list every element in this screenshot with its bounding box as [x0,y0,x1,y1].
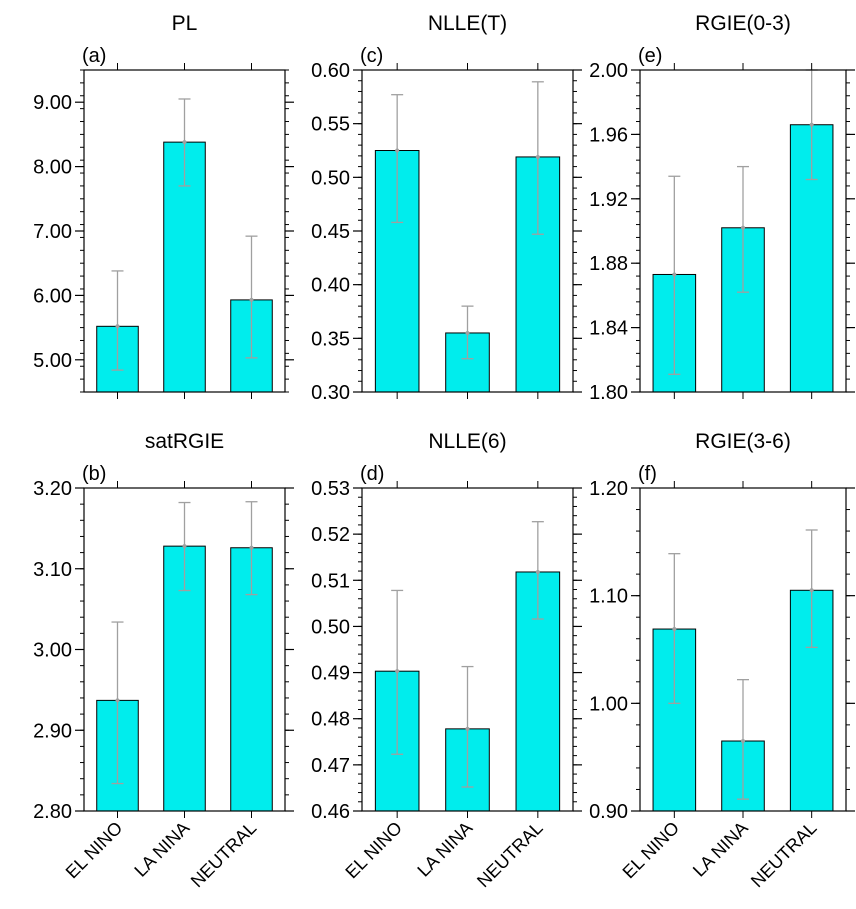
y-tick-label: 3.20 [33,478,72,500]
panel-title: satRGIE [145,430,224,453]
panel-title: NLLE(6) [428,430,506,453]
y-tick-label: 0.52 [311,524,350,546]
category-label: NEUTRAL [473,818,547,892]
category-label: LA NINA [130,818,193,881]
y-tick-label: 0.50 [311,616,350,638]
mean-marker [249,297,254,302]
y-tick-label: 1.88 [589,253,628,275]
panel-title: RGIE(0-3) [695,12,791,35]
y-tick-label: 2.80 [33,801,72,823]
y-tick-label: 0.49 [311,663,350,685]
chart-panel-c: NLLE(T) (c) 0.30 0.35 0.40 0.45 0.50 0.55 0.60 [311,12,582,404]
y-tick-label: 0.53 [311,478,350,500]
mean-marker [465,330,470,335]
y-tick-label: 5.00 [33,350,72,372]
y-tick-label: 0.45 [311,221,350,243]
y-tick-label: 0.48 [311,709,350,731]
mean-marker [115,698,120,703]
y-tick-label: 1.20 [589,478,628,500]
panel-label: (f) [638,463,657,485]
y-tick-label: 1.00 [589,693,628,715]
panel-label: (b) [82,463,106,485]
mean-marker [672,272,677,277]
y-tick-label: 0.60 [311,60,350,82]
y-tick-label: 1.96 [589,124,628,146]
y-tick-label: 0.46 [311,801,350,823]
plot-frame [639,487,847,812]
y-tick-label: 2.90 [33,720,72,742]
mean-marker [395,148,400,153]
y-tick-label: 0.51 [311,570,350,592]
y-tick-label: 7.00 [33,221,72,243]
panel-label: (c) [360,45,383,67]
panel-title: PL [172,12,198,35]
category-label: EL NINO [619,818,684,883]
bar-el-nino [374,150,420,393]
y-tick-label: 0.35 [311,328,350,350]
y-tick-label: 0.40 [311,275,350,297]
y-tick-label: 1.80 [589,382,628,404]
category-label: EL NINO [341,818,406,883]
y-tick-label: 0.30 [311,382,350,404]
mean-marker [182,140,187,145]
mean-marker [741,739,745,744]
panel-label: (e) [638,45,662,67]
chart-panel-e: RGIE(0-3) (e) 1.80 1.84 1.88 1.92 1.96 2.00 [589,12,855,404]
mean-marker [741,225,745,230]
category-label: NEUTRAL [187,818,261,892]
panel-title: RGIE(3-6) [695,430,791,453]
y-tick-label: 1.92 [589,189,628,211]
y-tick-label: 1.84 [589,318,628,340]
chart-panel-a: PL (a) 5.00 6.00 7.00 8.00 9.00 [33,12,294,399]
y-tick-label: 3.00 [33,640,72,662]
mean-marker [535,569,540,574]
mean-marker [395,669,400,674]
mean-marker [535,154,540,159]
category-label: LA NINA [689,818,752,881]
y-tick-label: 0.47 [311,755,350,777]
bar-neutral [515,156,561,393]
mean-marker [809,122,814,127]
panel-label: (a) [82,45,106,67]
y-tick-label: 6.00 [33,285,72,307]
y-tick-label: 3.10 [33,559,72,581]
panel-title: NLLE(T) [428,12,507,35]
category-label: NEUTRAL [747,818,821,892]
y-tick-label: 0.90 [589,801,628,823]
panel-label: (d) [360,463,384,485]
y-tick-label: 2.00 [589,60,628,82]
y-tick-label: 0.50 [311,167,350,189]
category-label: LA NINA [413,818,476,881]
plot-frame [639,69,847,393]
mean-marker [182,544,187,549]
mean-marker [672,627,677,632]
mean-marker [115,324,120,329]
plot-frame [361,487,574,812]
y-tick-label: 0.55 [311,114,350,136]
mean-marker [249,545,254,550]
y-tick-label: 1.10 [589,586,628,608]
y-tick-label: 8.00 [33,157,72,179]
category-label: EL NINO [62,818,127,883]
mean-marker [809,588,814,593]
mean-marker [465,726,470,731]
y-tick-label: 9.00 [33,92,72,114]
